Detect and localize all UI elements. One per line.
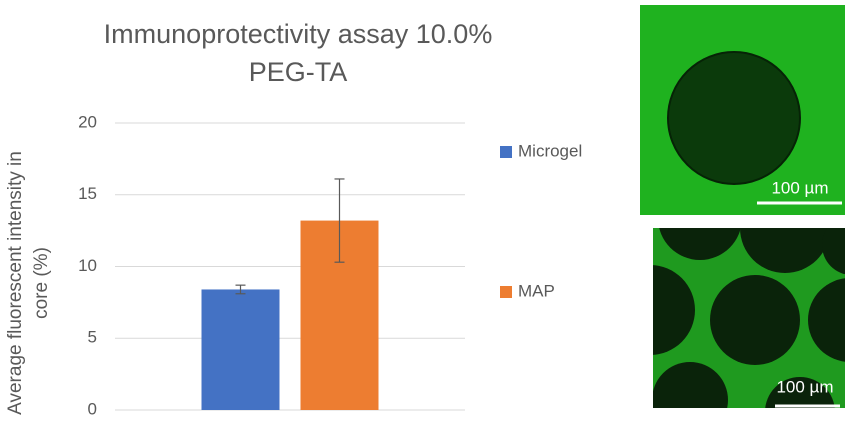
- page: Immunoprotectivity assay 10.0% PEG-TA Av…: [0, 0, 845, 438]
- chart-title: Immunoprotectivity assay 10.0%: [104, 19, 493, 49]
- y-tick-label: 20: [78, 112, 97, 131]
- y-axis-label-line: core (%): [31, 247, 52, 319]
- y-tick-label: 15: [78, 184, 97, 203]
- microgel: [652, 362, 728, 438]
- y-tick-label: 5: [88, 328, 97, 347]
- y-axis-label-line: Average fluorescent intensity in: [5, 151, 26, 415]
- microgel: [668, 52, 800, 184]
- chart-title: PEG-TA: [249, 57, 348, 87]
- legend-label: Microgel: [518, 141, 582, 160]
- microgel: [710, 275, 800, 365]
- scale-bar-label: 100 µm: [776, 377, 833, 396]
- legend-swatch: [500, 286, 512, 298]
- y-tick-label: 0: [88, 399, 97, 418]
- legend-swatch: [500, 146, 512, 158]
- bar: [202, 289, 280, 410]
- scale-bar-label: 100 µm: [771, 178, 828, 197]
- micrograph-bottom: 100 µm: [605, 176, 845, 438]
- micrograph-top: 100 µm: [640, 5, 845, 215]
- legend-label: MAP: [518, 281, 555, 300]
- figure: Immunoprotectivity assay 10.0% PEG-TA Av…: [0, 0, 845, 438]
- y-axis-label: Average fluorescent intensity in core (%…: [5, 151, 52, 415]
- microgel: [605, 265, 695, 355]
- y-tick-label: 10: [78, 256, 97, 275]
